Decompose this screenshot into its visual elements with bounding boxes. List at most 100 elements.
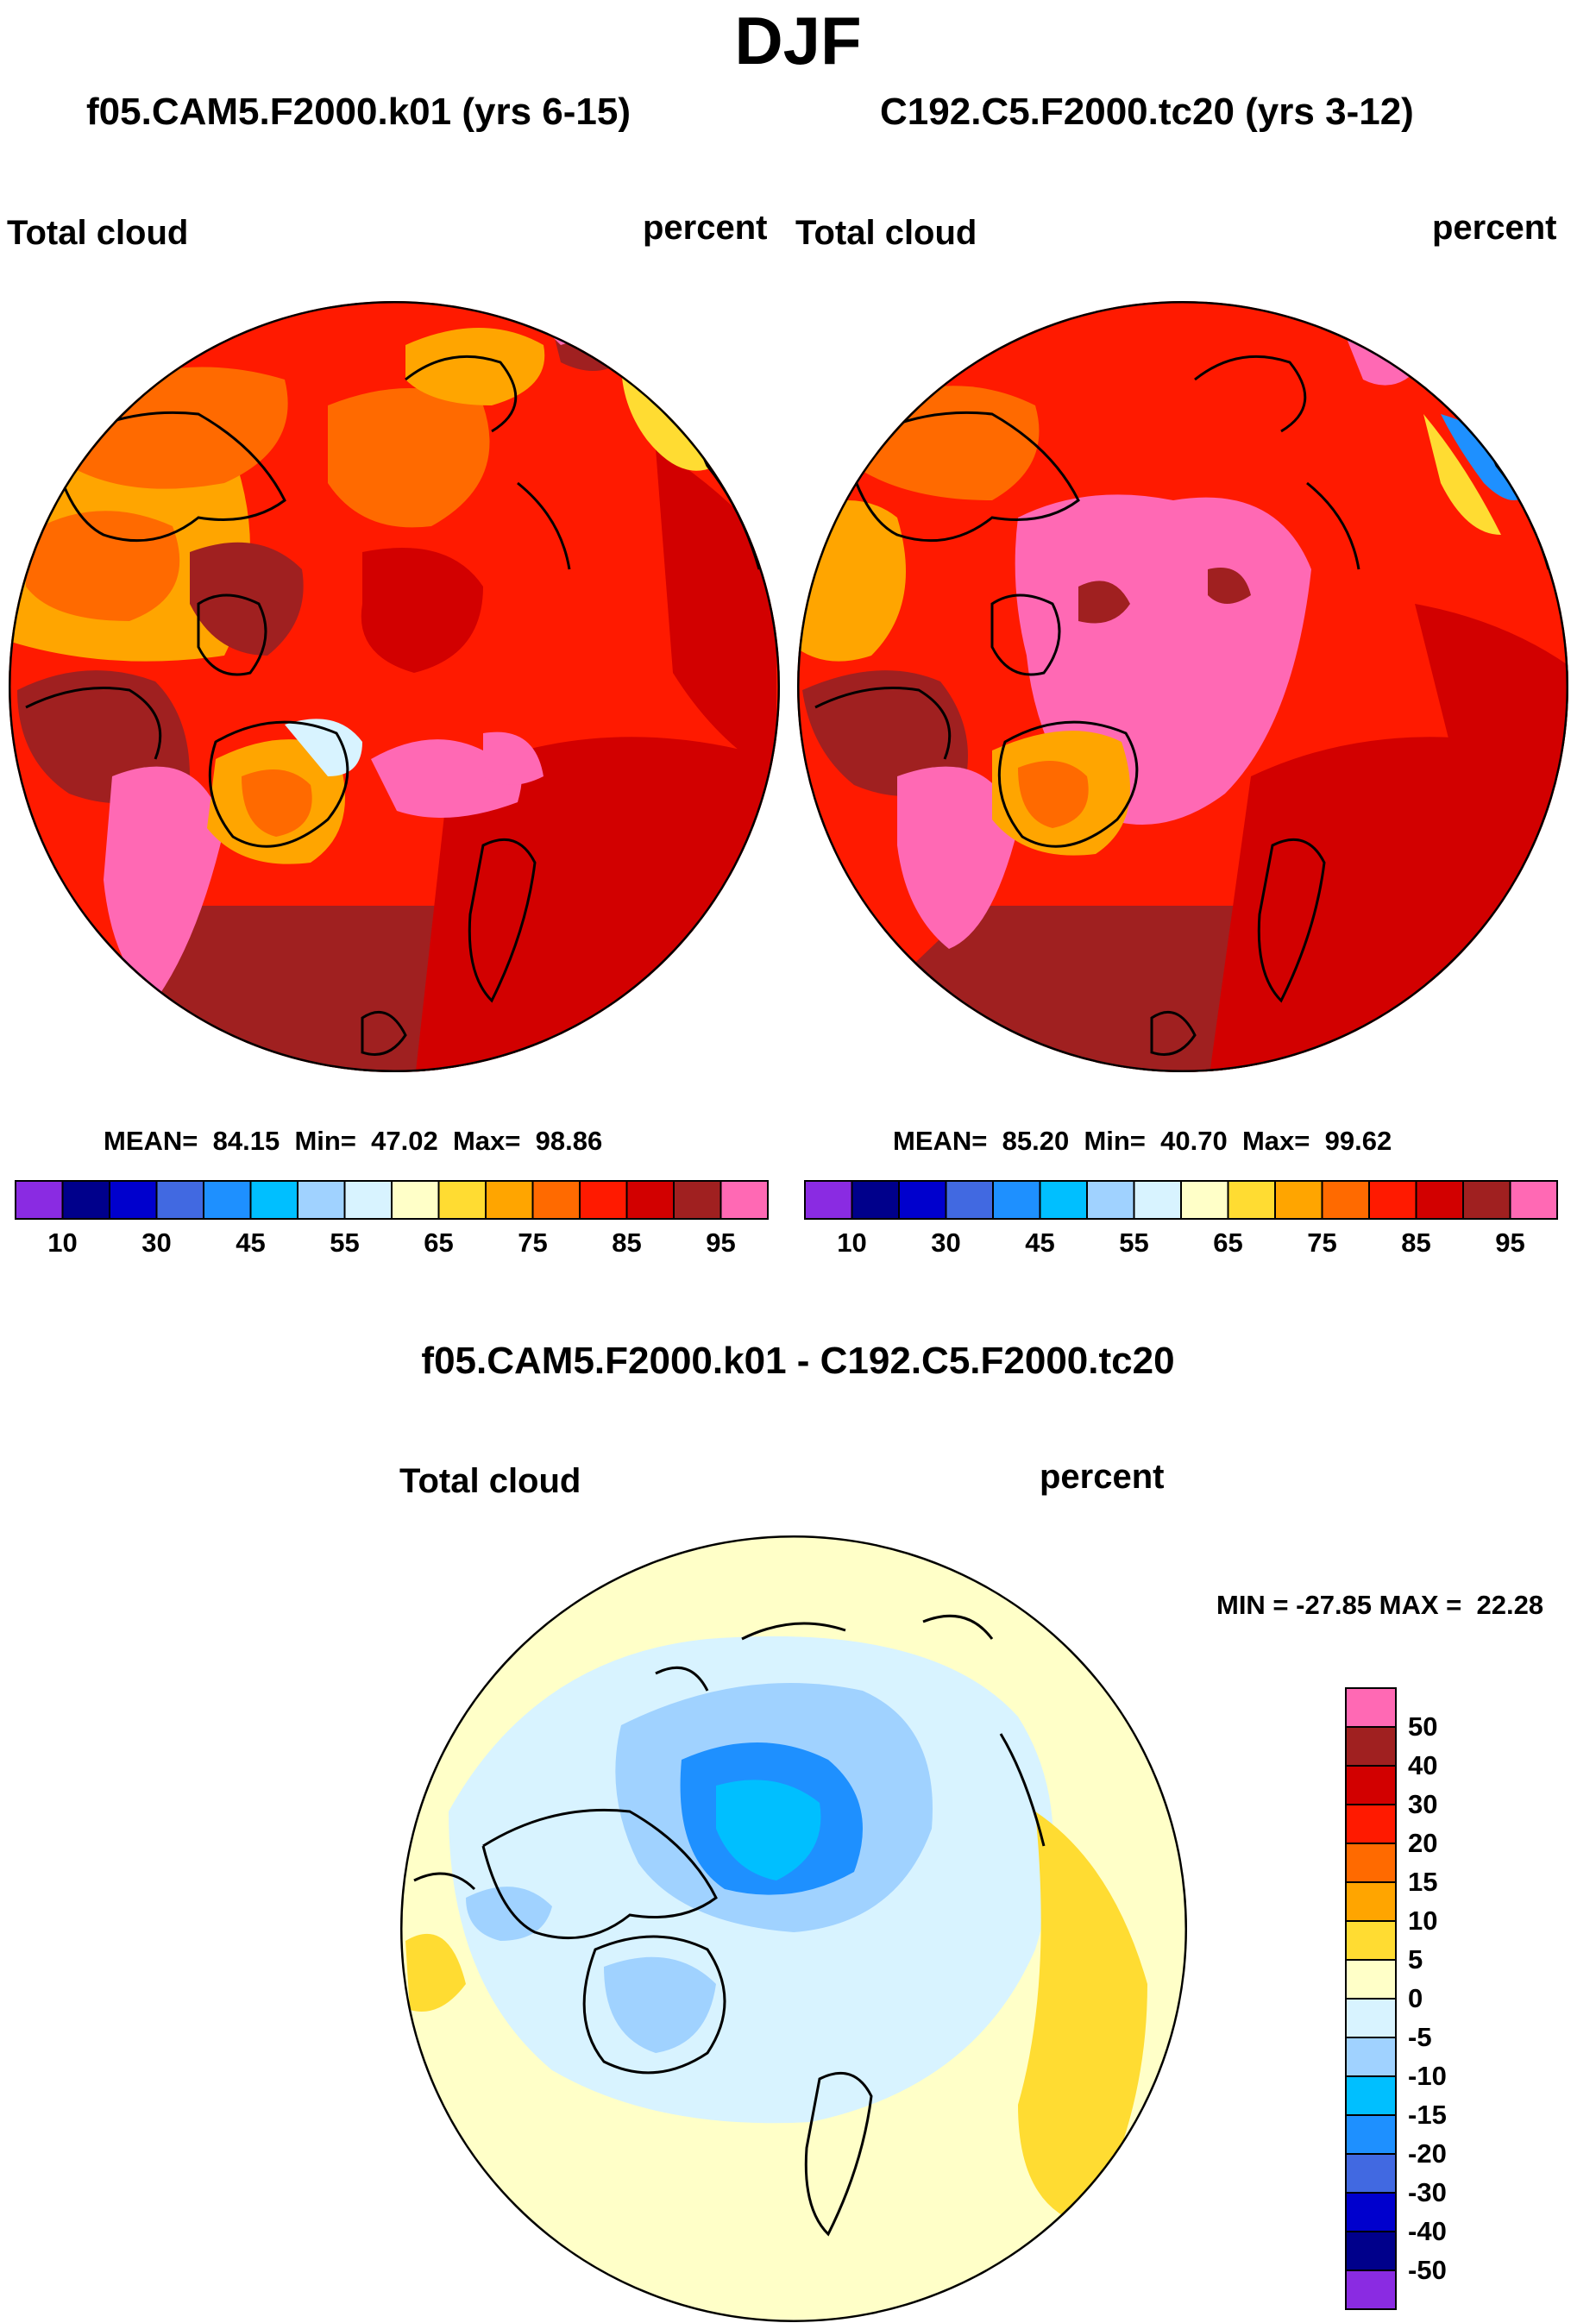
panel-1-colorbar [15, 1180, 769, 1220]
panel-1-colorbar-box-11 [531, 1180, 581, 1220]
panel-1-colorbar-tick-65: 65 [424, 1227, 454, 1258]
panel-1-min-value: 47.02 [371, 1126, 438, 1156]
diff-colorbar-box-15 [1345, 1687, 1397, 1728]
panel-2-colorbar-tick-75: 75 [1307, 1227, 1337, 1258]
diff-colorbar-tick--20: -20 [1408, 2138, 1447, 2169]
panel-1-colorbar-box-6 [297, 1180, 346, 1220]
panel-2-colorbar-box-8 [1180, 1180, 1229, 1220]
panel-1-colorbar-tick-75: 75 [518, 1227, 548, 1258]
diff-colorbar-box-13 [1345, 1765, 1397, 1805]
diff-colorbar-tick-15: 15 [1408, 1867, 1438, 1897]
panel-2-max-value: 99.62 [1324, 1126, 1392, 1156]
diff-colorbar-box-12 [1345, 1804, 1397, 1844]
season-title: DJF [734, 3, 862, 78]
panel-2-colorbar-box-5 [1039, 1180, 1088, 1220]
diff-colorbar-box-4 [1345, 2114, 1397, 2155]
panel-2-colorbar-tick-30: 30 [931, 1227, 961, 1258]
panel-2-colorbar-tick-10: 10 [837, 1227, 867, 1258]
panel-2-min-value: 40.70 [1160, 1126, 1228, 1156]
panel-2-colorbar-box-15 [1509, 1180, 1558, 1220]
diff-map [400, 1535, 1187, 2322]
panel-2-colorbar-box-12 [1368, 1180, 1417, 1220]
diff-colorbar-box-0 [1345, 2270, 1397, 2310]
diff-colorbar-tick-5: 5 [1408, 1944, 1423, 1975]
diff-title: f05.CAM5.F2000.k01 - C192.C5.F2000.tc20 [421, 1340, 1175, 1382]
diff-colorbar-box-1 [1345, 2231, 1397, 2271]
diff-colorbar-box-7 [1345, 1998, 1397, 2038]
panel-1-map [9, 301, 780, 1072]
panel-1-colorbar-box-14 [673, 1180, 722, 1220]
panel-1-colorbar-box-5 [249, 1180, 298, 1220]
diff-colorbar-box-5 [1345, 2075, 1397, 2116]
panel-1-colorbar-box-0 [15, 1180, 64, 1220]
diff-colorbar-tick--10: -10 [1408, 2061, 1447, 2091]
diff-colorbar-tick--15: -15 [1408, 2100, 1447, 2130]
panel-1-mean-value: 84.15 [212, 1126, 280, 1156]
panel-2-colorbar-tick-95: 95 [1495, 1227, 1525, 1258]
panel-1-max-value: 98.86 [535, 1126, 603, 1156]
panel-1-variable-label: Total cloud [7, 214, 189, 252]
panel-1-min-label: Min= [294, 1126, 356, 1156]
panel-1-colorbar-tick-95: 95 [706, 1227, 736, 1258]
panel-1-colorbar-box-9 [437, 1180, 487, 1220]
panel-1-colorbar-box-2 [109, 1180, 158, 1220]
diff-colorbar-tick-40: 40 [1408, 1750, 1438, 1780]
panel-1-colorbar-tick-55: 55 [330, 1227, 360, 1258]
panel-2-stats: MEAN= 85.20 Min= 40.70 Max= 99.62 [893, 1126, 1392, 1157]
panel-2-min-label: Min= [1084, 1126, 1146, 1156]
diff-variable-label: Total cloud [399, 1462, 581, 1500]
panel-2-mean-value: 85.20 [1002, 1126, 1070, 1156]
panel-1-colorbar-box-12 [579, 1180, 628, 1220]
panel-1-colorbar-box-1 [61, 1180, 110, 1220]
diff-colorbar-tick--40: -40 [1408, 2216, 1447, 2246]
diff-colorbar-box-2 [1345, 2192, 1397, 2232]
panel-2-colorbar-tick-55: 55 [1119, 1227, 1149, 1258]
panel-2-colorbar-box-11 [1321, 1180, 1370, 1220]
panel-2-colorbar-box-3 [945, 1180, 994, 1220]
diff-units-label: percent [1040, 1458, 1165, 1496]
diff-colorbar-tick--5: -5 [1408, 2022, 1432, 2052]
panel-2-map [797, 301, 1568, 1072]
panel-1-colorbar-tick-45: 45 [236, 1227, 266, 1258]
panel-1-colorbar-tick-85: 85 [612, 1227, 642, 1258]
panel-1-colorbar-box-4 [203, 1180, 252, 1220]
panel-1-stats: MEAN= 84.15 Min= 47.02 Max= 98.86 [104, 1126, 602, 1157]
diff-colorbar-tick-20: 20 [1408, 1828, 1438, 1858]
diff-colorbar-tick-10: 10 [1408, 1905, 1438, 1936]
panel-2-colorbar-box-10 [1274, 1180, 1323, 1220]
diff-colorbar-box-8 [1345, 1959, 1397, 2000]
panel-1-colorbar-box-10 [485, 1180, 534, 1220]
panel-2-max-label: Max= [1241, 1126, 1310, 1156]
panel-1-colorbar-box-7 [343, 1180, 393, 1220]
diff-minmax: MIN = -27.85 MAX = 22.28 [1216, 1590, 1544, 1620]
diff-colorbar-box-9 [1345, 1920, 1397, 1961]
panel-2-colorbar-box-7 [1133, 1180, 1182, 1220]
panel-2-case-title: C192.C5.F2000.tc20 (yrs 3-12) [880, 91, 1414, 133]
panel-1-case-title: f05.CAM5.F2000.k01 (yrs 6-15) [86, 91, 631, 133]
panel-2-colorbar [804, 1180, 1558, 1220]
panel-2-colorbar-box-2 [898, 1180, 947, 1220]
panel-2-colorbar-box-9 [1227, 1180, 1276, 1220]
panel-2-variable-label: Total cloud [795, 214, 977, 252]
panel-1-colorbar-box-8 [391, 1180, 440, 1220]
diff-colorbar-tick--50: -50 [1408, 2255, 1447, 2285]
panel-2-colorbar-box-13 [1415, 1180, 1464, 1220]
diff-colorbar-box-6 [1345, 2037, 1397, 2077]
panel-2-units-label: percent [1432, 209, 1557, 247]
panel-1-colorbar-box-15 [719, 1180, 769, 1220]
panel-1-colorbar-box-13 [625, 1180, 675, 1220]
diff-colorbar-tick--30: -30 [1408, 2177, 1447, 2207]
panel-2-colorbar-tick-65: 65 [1213, 1227, 1243, 1258]
panel-1-colorbar-tick-30: 30 [141, 1227, 172, 1258]
panel-1-units-label: percent [643, 209, 768, 247]
diff-colorbar-box-10 [1345, 1881, 1397, 1922]
diff-colorbar [1345, 1687, 1397, 2310]
diff-colorbar-tick-50: 50 [1408, 1711, 1438, 1742]
panel-2-colorbar-box-1 [851, 1180, 900, 1220]
diff-colorbar-box-14 [1345, 1726, 1397, 1767]
diff-colorbar-tick-30: 30 [1408, 1789, 1438, 1819]
panel-1-mean-label: MEAN= [104, 1126, 198, 1156]
panel-2-colorbar-box-6 [1086, 1180, 1135, 1220]
panel-1-colorbar-tick-10: 10 [47, 1227, 78, 1258]
